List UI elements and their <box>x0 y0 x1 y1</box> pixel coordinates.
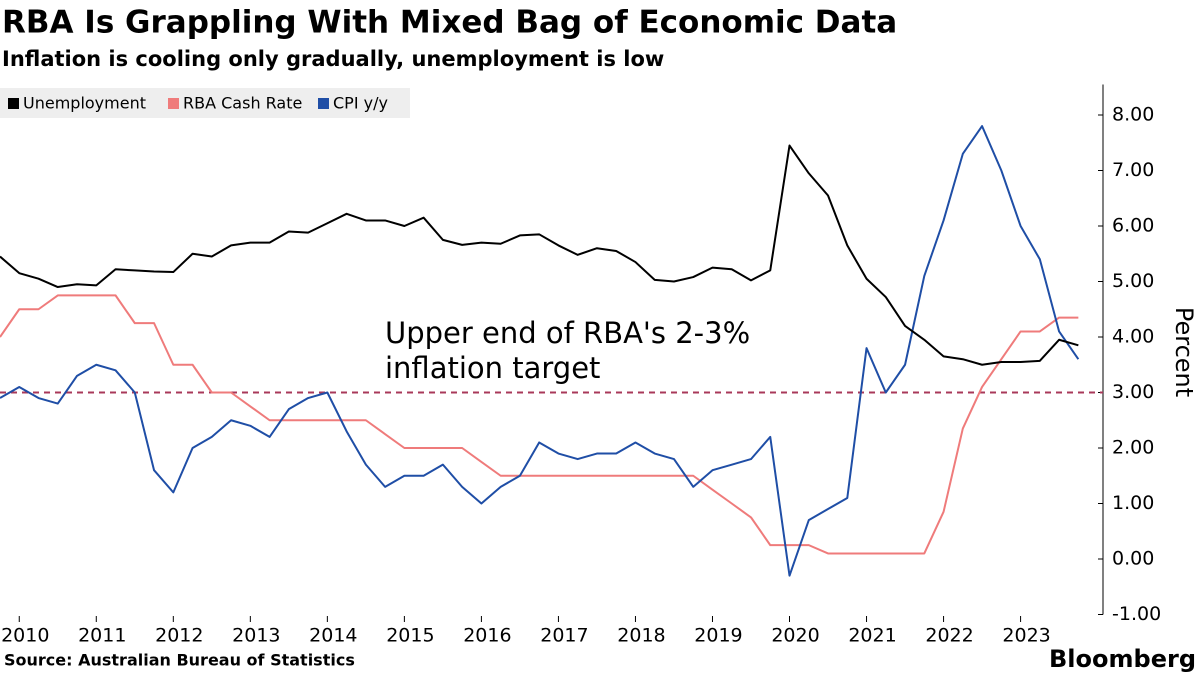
x-tick-label: 2015 <box>386 625 434 647</box>
y-tick-label: 0.00 <box>1112 548 1154 570</box>
x-tick-label: 2010 <box>1 625 49 647</box>
annotation: inflation target <box>385 351 600 385</box>
series-line <box>0 125 1080 577</box>
legend-background <box>0 88 410 118</box>
x-tick-label: 2023 <box>1002 625 1050 647</box>
y-tick-label: 1.00 <box>1112 492 1154 514</box>
series-line <box>0 144 1079 366</box>
y-axis-label: Percent <box>1170 307 1198 397</box>
legend-swatch <box>168 98 179 109</box>
y-tick-label: 3.00 <box>1112 381 1154 403</box>
legend-label: Unemployment <box>23 94 146 113</box>
legend-label: CPI y/y <box>333 94 388 113</box>
legend-swatch <box>318 98 329 109</box>
x-tick-label: 2022 <box>925 625 973 647</box>
x-tick-label: 2019 <box>694 625 742 647</box>
y-tick-label: 5.00 <box>1112 270 1154 292</box>
y-tick-label: -1.00 <box>1112 603 1161 625</box>
annotation: Upper end of RBA's 2-3% <box>385 316 750 350</box>
y-tick-label: 4.00 <box>1112 326 1154 348</box>
legend-swatch <box>8 98 19 109</box>
y-tick-label: 7.00 <box>1112 159 1154 181</box>
x-tick-label: 2016 <box>463 625 511 647</box>
x-tick-label: 2021 <box>848 625 896 647</box>
x-tick-label: 2017 <box>540 625 588 647</box>
y-tick-label: 8.00 <box>1112 104 1154 126</box>
x-tick-label: 2013 <box>232 625 280 647</box>
legend-label: RBA Cash Rate <box>183 94 302 113</box>
x-tick-label: 2018 <box>617 625 665 647</box>
x-tick-label: 2014 <box>309 625 357 647</box>
brand: Bloomberg <box>1049 645 1196 673</box>
chart-subtitle: Inflation is cooling only gradually, une… <box>2 47 664 71</box>
source: Source: Australian Bureau of Statistics <box>4 651 355 670</box>
series-line <box>0 294 1079 555</box>
x-tick-label: 2020 <box>771 625 819 647</box>
x-tick-label: 2011 <box>78 625 126 647</box>
x-tick-label: 2012 <box>155 625 203 647</box>
y-tick-label: 6.00 <box>1112 215 1154 237</box>
y-tick-label: 2.00 <box>1112 437 1154 459</box>
chart-title: RBA Is Grappling With Mixed Bag of Econo… <box>2 5 897 41</box>
